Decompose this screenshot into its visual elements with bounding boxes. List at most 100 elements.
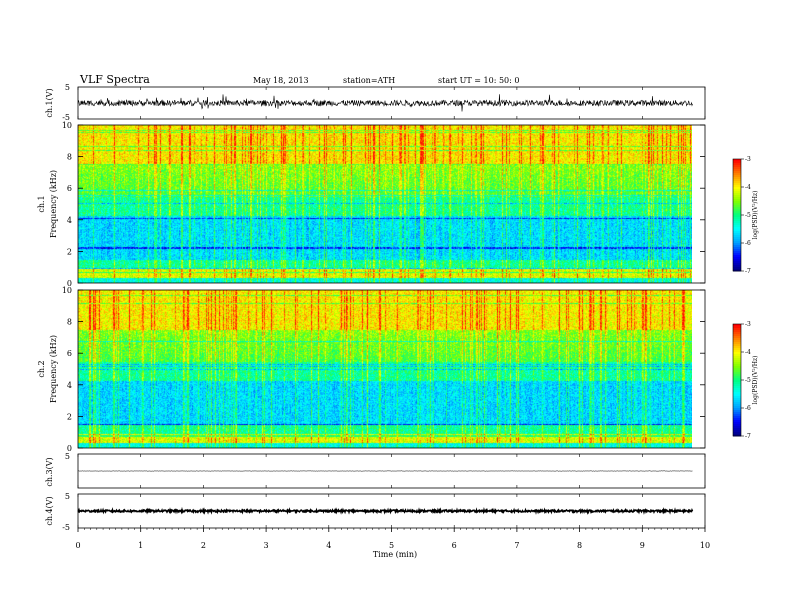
ch1-colorbar-step <box>733 263 741 266</box>
ch1-ytick-top: 5 <box>65 83 70 92</box>
ch2-colorbar-step <box>733 408 741 411</box>
ch1-colorbar-step <box>733 167 741 170</box>
ch2-colorbar-step <box>733 392 741 395</box>
ch1-colorbar-step <box>733 211 741 214</box>
ch1-colorbar-step <box>733 233 741 236</box>
ch1-colorbar-step <box>733 169 741 172</box>
ch1-spectrogram-panel: 10 8 6 4 2 0 ch.1 Frequency (kHz) -3 -4 -5 -6 -7 l… <box>37 121 759 288</box>
ch2-colorbar-tick-label: -6 <box>745 405 751 412</box>
ch1-colorbar-step <box>733 161 741 164</box>
ch1-colorbar-step <box>733 171 741 174</box>
time-axis: 0 1 2 3 4 5 6 7 8 9 10 <box>75 528 710 550</box>
ch1-colorbar-step <box>733 245 741 248</box>
time-axis-tick-label: 9 <box>640 541 645 550</box>
ch2-colorbar-step <box>733 372 741 375</box>
time-axis-tick-label: 1 <box>138 541 143 550</box>
ch2-colorbar-step <box>733 368 741 371</box>
ch1-colorbar-step <box>733 179 741 182</box>
ch1-colorbar-step <box>733 265 741 268</box>
ch3-ytick-top: 5 <box>65 452 70 461</box>
ch2-frequency-label: Frequency (kHz) <box>49 335 58 403</box>
ch1-colorbar-tick-label: -4 <box>745 184 751 191</box>
ch2-colorbar-step <box>733 376 741 379</box>
ch2-channel-label: ch.2 <box>37 360 46 377</box>
ch1-colorbar-step <box>733 229 741 232</box>
ch2-colorbar-step <box>733 358 741 361</box>
time-axis-label: Time (min) <box>373 550 417 559</box>
ch1-colorbar-step <box>733 181 741 184</box>
ch3-waveform-ylabel: ch.3(V) <box>45 457 54 486</box>
ch1-colorbar-step <box>733 235 741 238</box>
ch2-colorbar-step <box>733 388 741 391</box>
ch2-colorbar-step <box>733 386 741 389</box>
ch2-colorbar-step <box>733 354 741 357</box>
ch1-spectrogram-yticks: 10 8 6 4 2 0 <box>62 121 705 288</box>
ch1-colorbar-label: log(PSD)(V²/Hz) <box>752 191 759 240</box>
ch2-spectrogram-yticks: 10 8 6 4 2 0 <box>62 286 705 453</box>
ch1-colorbar-step <box>733 225 741 228</box>
ch2-spectrogram-image <box>78 290 692 448</box>
ch2-colorbar-step <box>733 348 741 351</box>
ch2-colorbar-step <box>733 418 741 421</box>
ch1-colorbar-step <box>733 183 741 186</box>
ch2-colorbar-step <box>733 422 741 425</box>
ch2-colorbar-tick-label: -7 <box>745 433 751 440</box>
ch2-colorbar-step <box>733 416 741 419</box>
time-axis-tick-label: 2 <box>201 541 206 550</box>
ch2-colorbar-step <box>733 328 741 331</box>
ch1-ytick-bottom: -5 <box>62 113 70 122</box>
ch4-waveform-ylabel: ch.4(V) <box>45 496 54 525</box>
ch2-ytick-label: 6 <box>67 349 72 358</box>
ch4-ytick-bottom: -5 <box>62 523 70 532</box>
ch1-ytick-label: 10 <box>62 121 72 130</box>
ch2-colorbar-step <box>733 324 741 327</box>
ch1-colorbar-step <box>733 249 741 252</box>
ch2-colorbar-step <box>733 370 741 373</box>
ch1-colorbar-step <box>733 243 741 246</box>
ch1-colorbar-step <box>733 199 741 202</box>
ch2-colorbar-step <box>733 350 741 353</box>
ch1-colorbar-step <box>733 259 741 262</box>
ch2-colorbar-step <box>733 356 741 359</box>
start-time-label: start UT = 10: 50: 0 <box>438 76 519 85</box>
ch2-colorbar-step <box>733 326 741 329</box>
ch4-waveform-panel: 5 -5 ch.4(V) <box>45 492 706 532</box>
ch1-colorbar-step <box>733 213 741 216</box>
ch1-colorbar-step <box>733 217 741 220</box>
ch1-colorbar-step <box>733 227 741 230</box>
ch2-colorbar-step <box>733 364 741 367</box>
ch1-colorbar-step <box>733 173 741 176</box>
ch2-colorbar-step <box>733 400 741 403</box>
ch1-colorbar-step <box>733 189 741 192</box>
ch1-colorbar-tick-label: -6 <box>745 240 751 247</box>
time-axis-tick-label: 7 <box>514 541 519 550</box>
ch3-waveform-panel: 5 ch.3(V) <box>45 452 706 489</box>
ch1-colorbar-step <box>733 261 741 264</box>
ch1-colorbar-step <box>733 205 741 208</box>
ch2-colorbar-step <box>733 382 741 385</box>
ch2-colorbar-step <box>733 396 741 399</box>
ch1-colorbar-step <box>733 237 741 240</box>
ch2-colorbar-step <box>733 410 741 413</box>
ch1-colorbar-step <box>733 247 741 250</box>
ch1-colorbar-tick-label: -5 <box>745 212 751 219</box>
figure-title: VLF Spectra <box>79 73 150 86</box>
ch2-colorbar-step <box>733 378 741 381</box>
ch2-colorbar-step <box>733 434 741 437</box>
ch2-colorbar-step <box>733 366 741 369</box>
ch1-colorbar-step <box>733 193 741 196</box>
ch1-colorbar-step <box>733 159 741 162</box>
ch1-colorbar-step <box>733 253 741 256</box>
ch2-colorbar-step <box>733 402 741 405</box>
ch2-colorbar-step <box>733 426 741 429</box>
time-axis-tick-label: 8 <box>577 541 582 550</box>
ch1-colorbar-step <box>733 207 741 210</box>
ch1-colorbar-step <box>733 209 741 212</box>
ch2-heatmap-cells <box>78 290 692 448</box>
ch1-colorbar-step <box>733 221 741 224</box>
ch2-colorbar-tick-label: -5 <box>745 377 751 384</box>
ch4-ytick-top: 5 <box>65 492 70 501</box>
ch2-colorbar-step <box>733 332 741 335</box>
ch2-colorbar-step <box>733 346 741 349</box>
